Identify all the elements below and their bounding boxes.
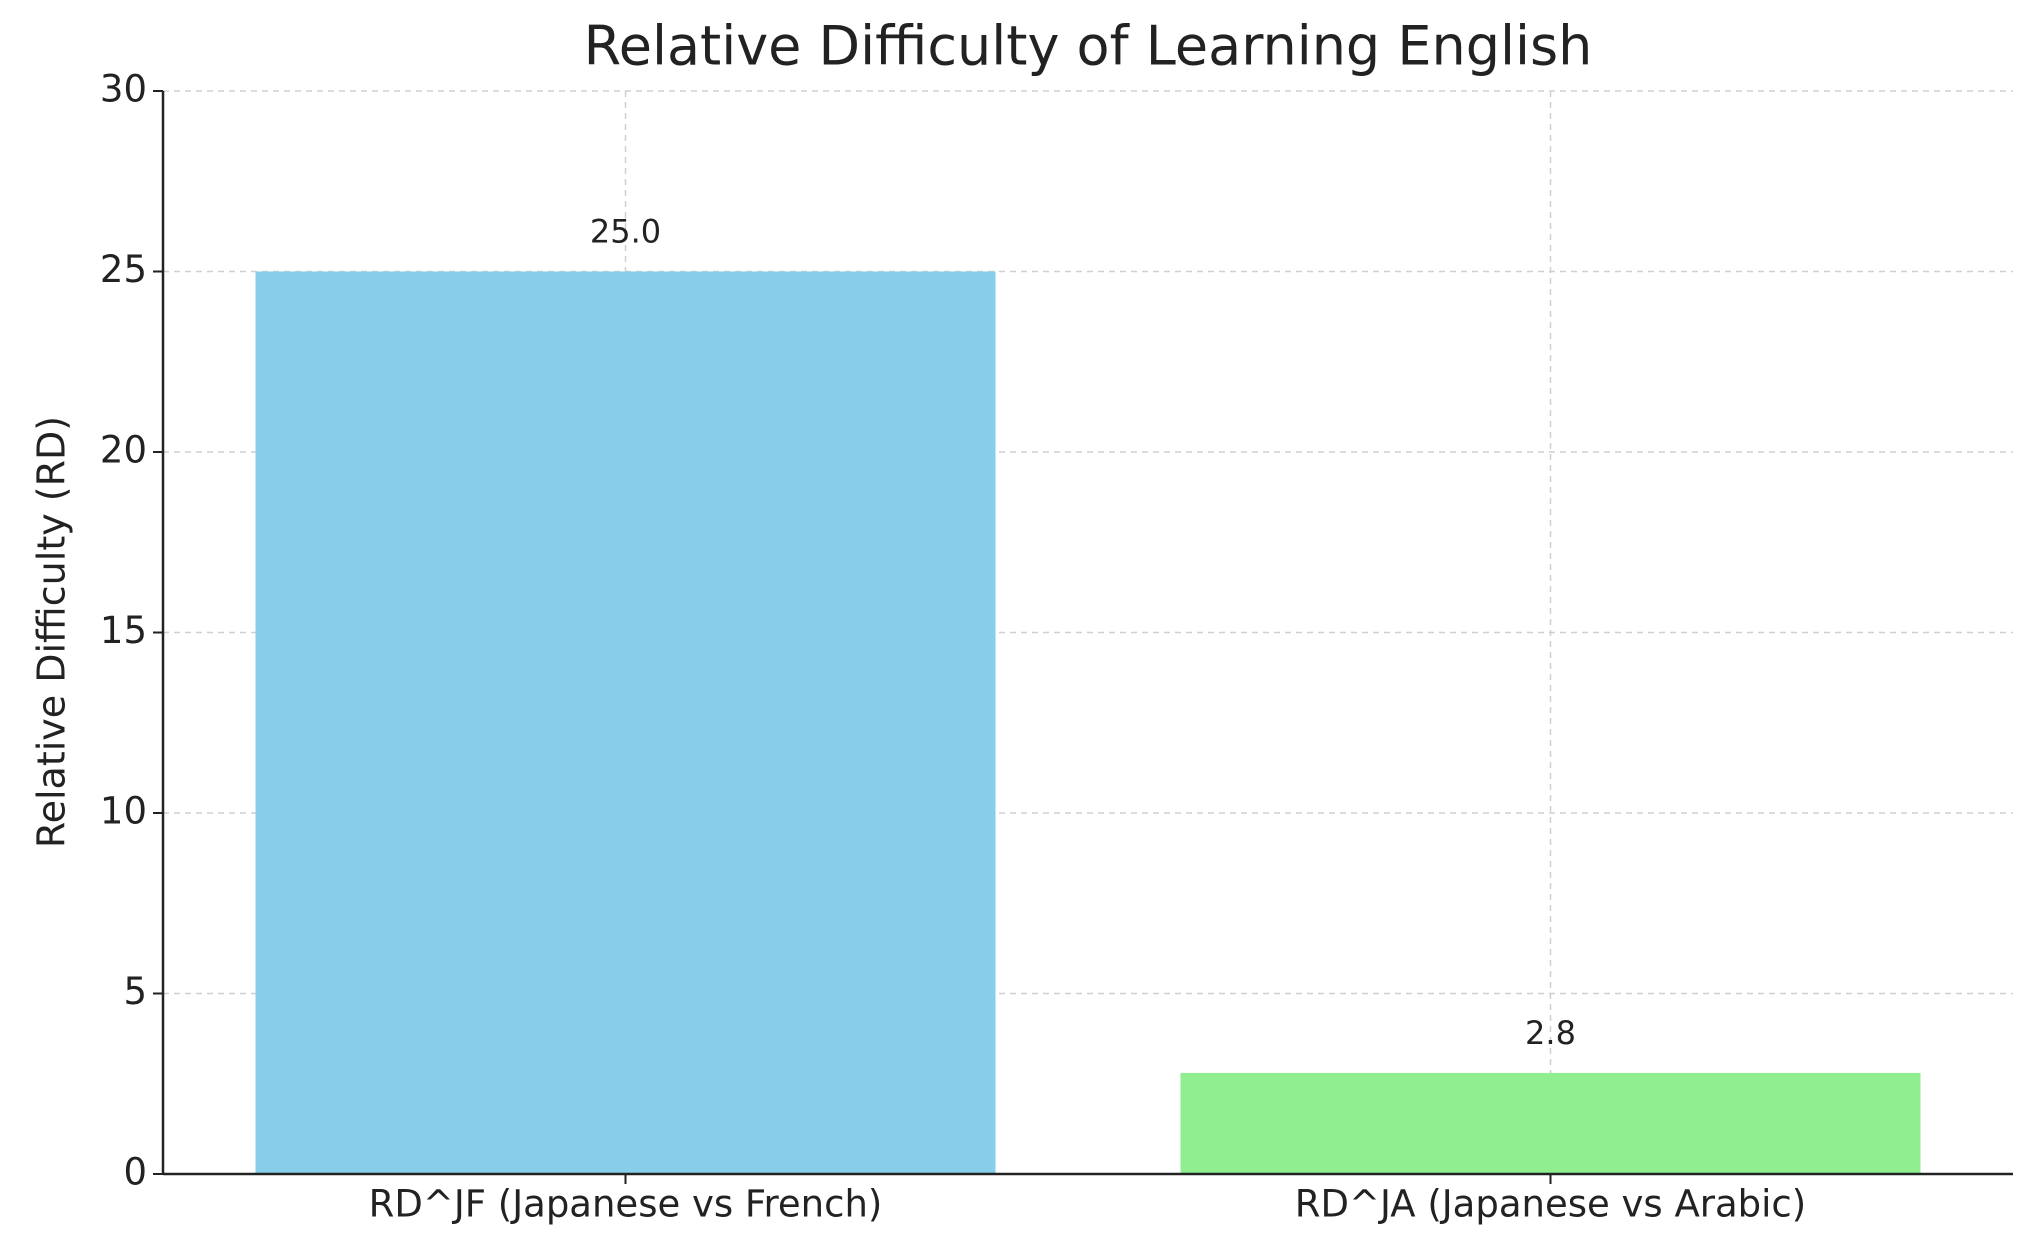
y-tick-label: 30 bbox=[100, 68, 147, 111]
bar bbox=[1180, 1072, 1921, 1174]
y-tick-label: 5 bbox=[123, 970, 147, 1013]
y-tick-label: 20 bbox=[100, 429, 147, 472]
bar bbox=[255, 271, 996, 1174]
value-label: 25.0 bbox=[590, 213, 661, 251]
y-tick-label: 10 bbox=[100, 790, 147, 833]
y-axis-label: Relative Difficulty (RD) bbox=[30, 416, 74, 848]
x-tick-label: RD^JA (Japanese vs Arabic) bbox=[1295, 1183, 1806, 1226]
value-label: 2.8 bbox=[1525, 1014, 1576, 1052]
y-tick-label: 15 bbox=[100, 609, 147, 652]
x-tick-label: RD^JF (Japanese vs French) bbox=[369, 1183, 883, 1226]
chart-title: Relative Difficulty of Learning English bbox=[584, 15, 1593, 78]
y-tick-label: 0 bbox=[123, 1151, 147, 1194]
y-tick-label: 25 bbox=[100, 248, 147, 291]
